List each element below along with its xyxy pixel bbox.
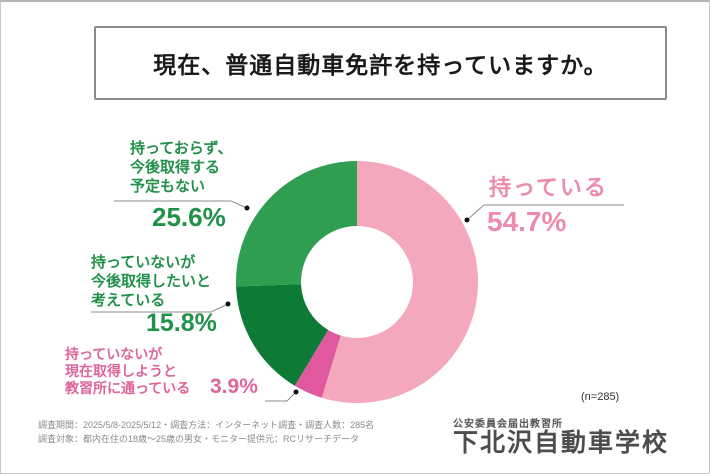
label-want-line1: 持っていないが (91, 254, 196, 271)
connector-want (91, 303, 229, 313)
survey-note-line1: 調査期間：2025/5/8-2025/5/12・調査方法：インターネット調査・調… (38, 420, 375, 430)
value-noplan: 25.6% (152, 202, 226, 232)
value-want: 15.8% (146, 309, 217, 337)
donut-segment-2 (236, 284, 329, 386)
question-title-box: 現在、普通自動車免許を持っていますか。 (94, 26, 667, 100)
label-attend-line1: 持っていないが (65, 346, 163, 362)
label-have: 持っている (489, 175, 608, 200)
donut-segment-1 (294, 330, 341, 398)
connector-noplan (114, 200, 248, 209)
survey-notes: 調査期間：2025/5/8-2025/5/12・調査方法：インターネット調査・調… (38, 418, 374, 446)
label-want-line3: 考えている (91, 292, 166, 309)
donut-segment-3 (236, 161, 357, 287)
connector-dots (225, 205, 470, 395)
label-attend-line2: 現在取得しようと (65, 363, 177, 379)
value-have: 54.7% (487, 206, 567, 237)
label-want-line2: 今後取得したいと (91, 273, 212, 290)
dot-noplan (244, 205, 250, 211)
connector-have (466, 204, 624, 221)
label-noplan-line1: 持っておらず、 (130, 140, 233, 157)
dot-attend (293, 389, 299, 395)
question-title: 現在、普通自動車免許を持っていますか。 (153, 52, 608, 78)
dot-want (225, 301, 231, 307)
connector-attend (265, 391, 297, 402)
label-noplan: 持っておらず、 今後取得する 予定もない (130, 139, 232, 196)
survey-note-line2: 調査対象：都内在住の18歳〜25歳の男女・モニター提供元：RCリサーチデータ (38, 434, 360, 444)
dot-have (464, 217, 470, 223)
label-want: 持っていないが 今後取得したいと 考えている (91, 253, 211, 310)
school-subtitle: 公安委員会届出教習所 (453, 419, 563, 430)
school-name: 下北沢自動車学校 (453, 429, 670, 457)
label-attend: 持っていないが 現在取得しようと 教習所に通っている (65, 346, 190, 397)
donut-segment-0 (321, 161, 479, 403)
donut-segments (236, 161, 479, 403)
label-noplan-line2: 今後取得する (130, 159, 221, 176)
label-noplan-line3: 予定もない (130, 178, 206, 195)
connector-lines (91, 200, 624, 402)
label-attend-line3: 教習所に通っている (65, 380, 191, 396)
school-signature: 公安委員会届出教習所 下北沢自動車学校 (453, 415, 669, 457)
value-attend: 3.9% (210, 375, 258, 398)
sample-size: (n=285) (581, 391, 620, 403)
